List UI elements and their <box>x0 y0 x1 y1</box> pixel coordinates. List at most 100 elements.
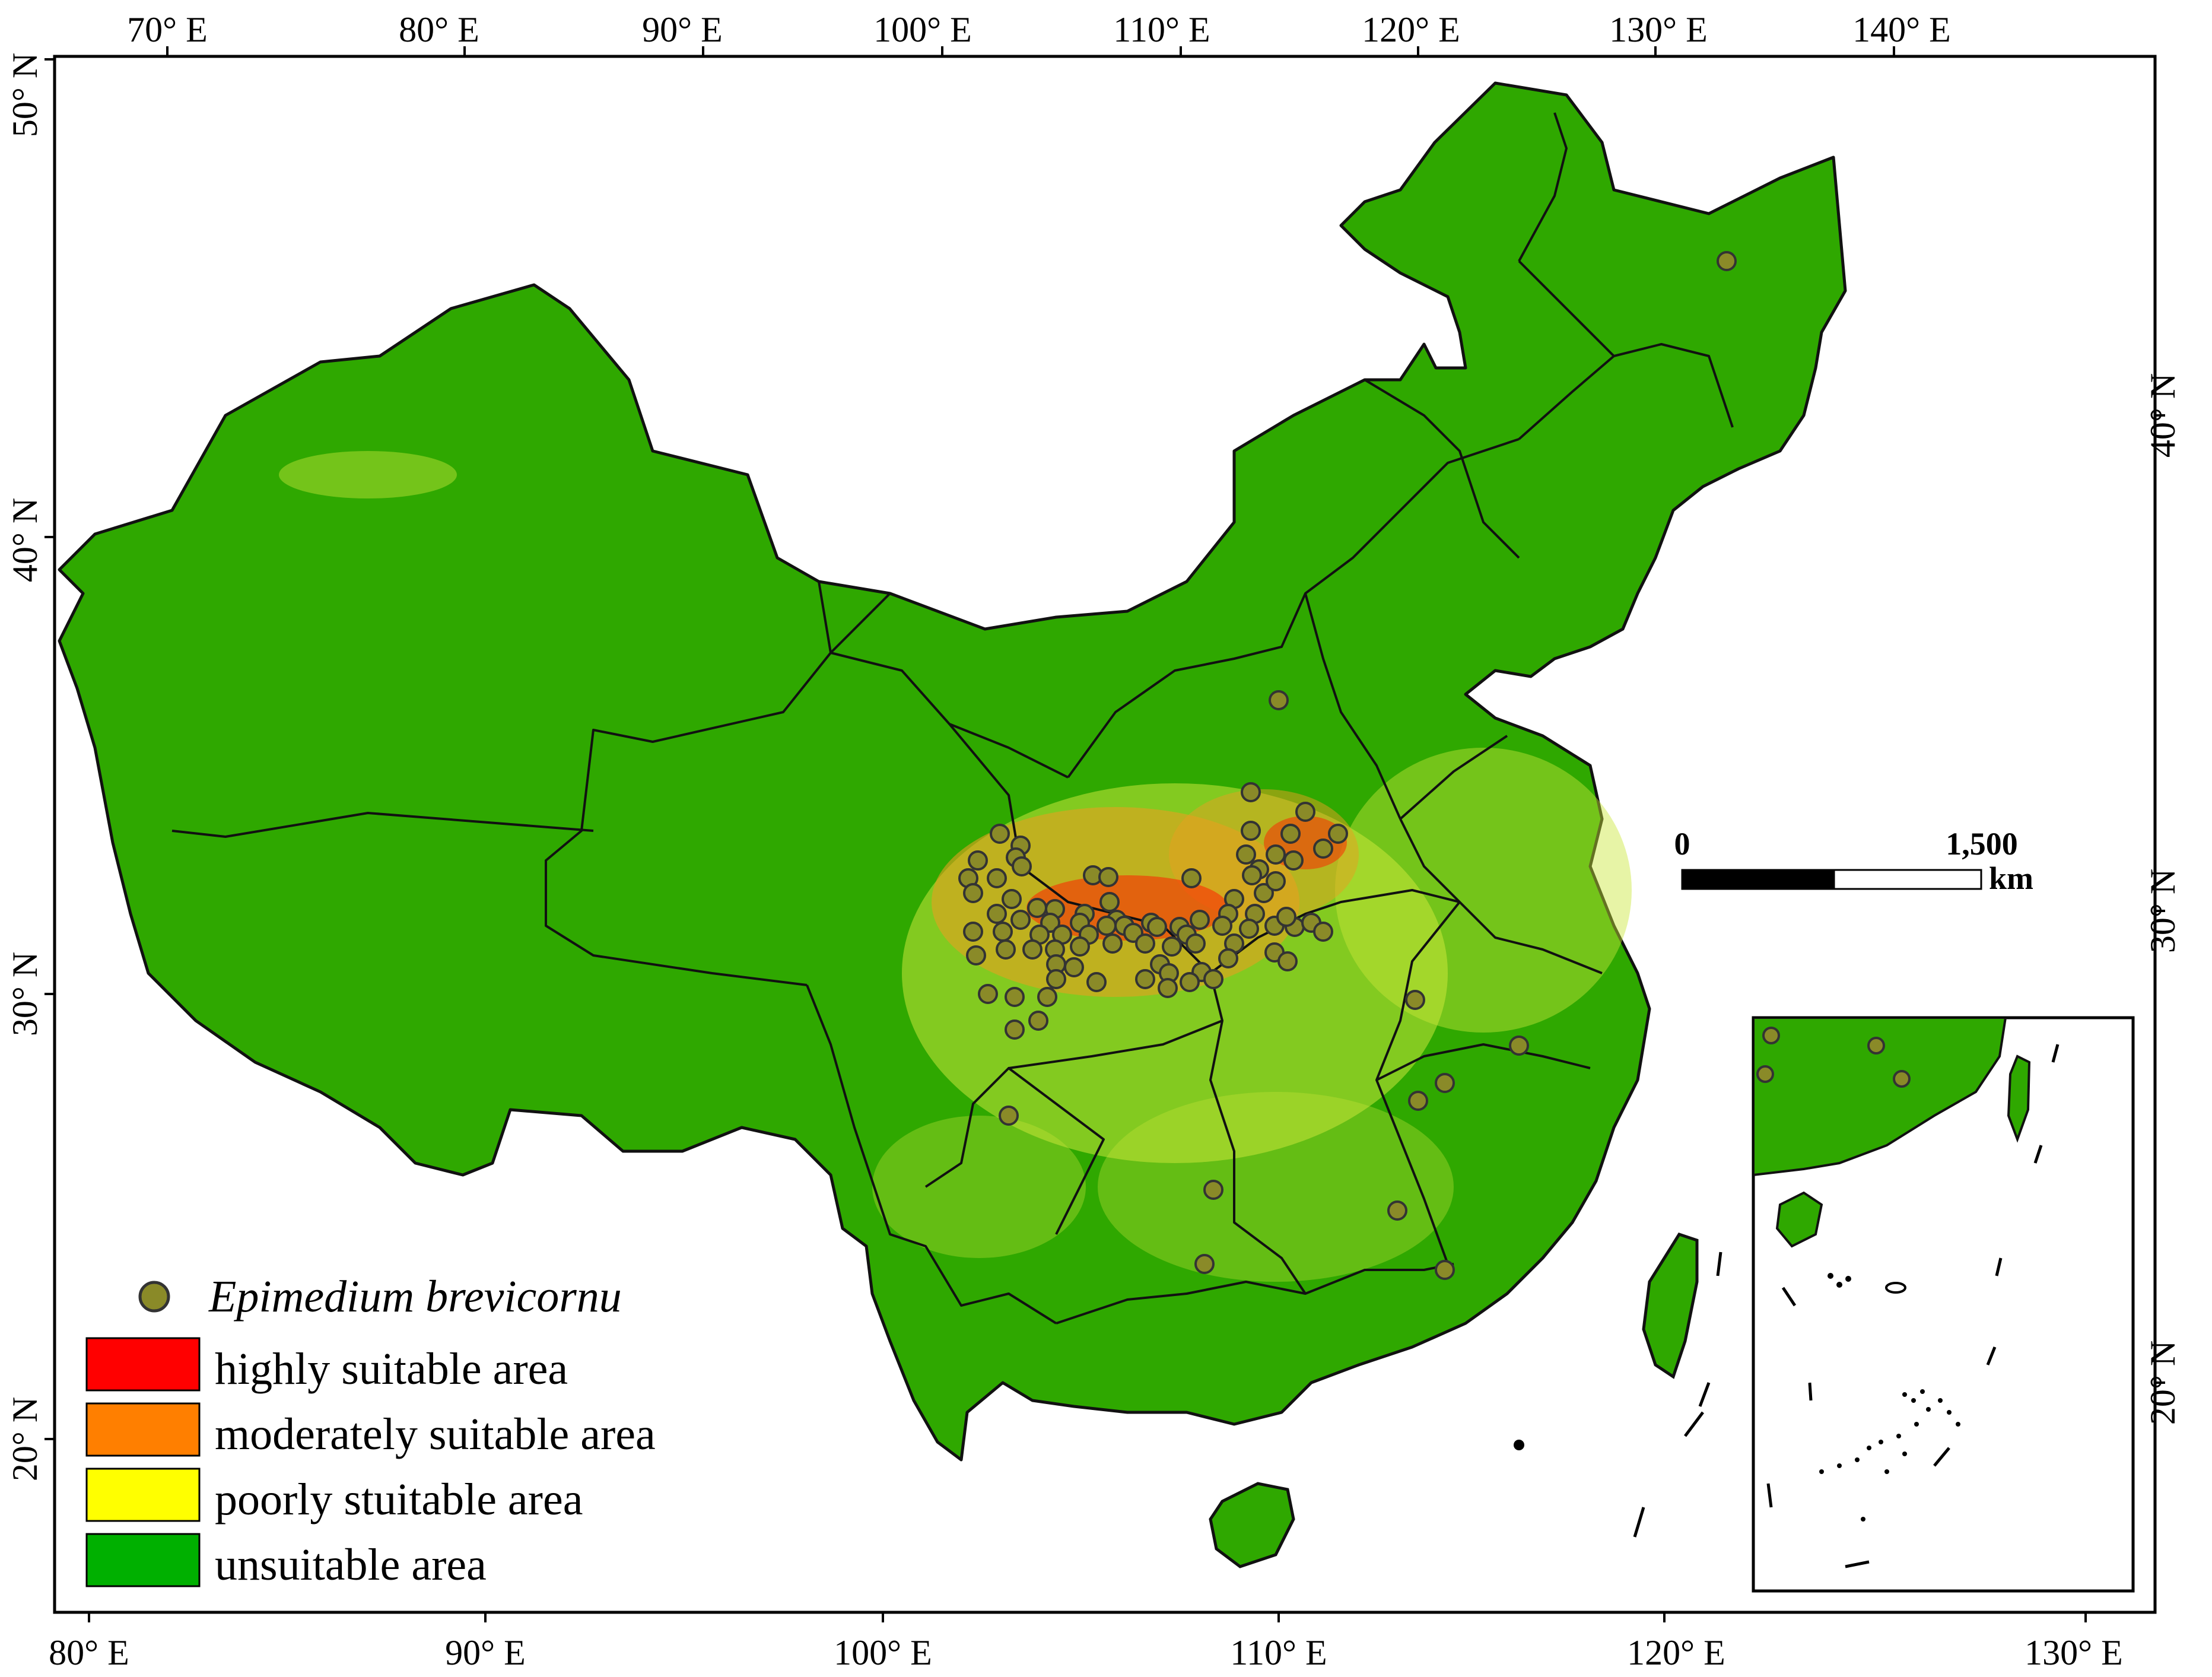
occurrence-point <box>1313 838 1333 859</box>
inset-hainan <box>1775 1191 1823 1248</box>
scale-bar-white-segment <box>1833 869 1982 890</box>
inset-occurrence-point <box>1756 1065 1774 1083</box>
legend-swatch-poorly <box>85 1468 201 1522</box>
occurrence-point <box>1135 933 1155 954</box>
scale-end-label: 1,500 <box>1946 826 2018 862</box>
lon-label: 90° E <box>642 10 723 49</box>
poorly-suitable-zone <box>1335 748 1632 1033</box>
lat-label: 50° N <box>5 53 45 137</box>
top-lon-labels: 70° E 80° E 90° E 100° E 110° E 120° E 1… <box>127 10 1951 49</box>
legend-label-unsuitable: unsuitable area <box>215 1540 487 1590</box>
occurrence-point <box>966 945 986 965</box>
lon-label: 110° E <box>1230 1633 1327 1672</box>
occurrence-point <box>1241 782 1261 802</box>
occurrence-point <box>1162 936 1182 957</box>
scale-bar-black-segment <box>1681 869 1835 890</box>
legend-label-poorly: poorly stuitable area <box>215 1475 583 1524</box>
occurrence-point <box>1098 867 1118 887</box>
occurrence-point <box>1064 957 1084 977</box>
inset-dashed-boundary <box>1766 1044 2060 1568</box>
bottom-graticule-ticks <box>88 1612 2087 1622</box>
lat-label: 30° N <box>2143 869 2182 953</box>
lon-label: 120° E <box>1362 10 1460 49</box>
legend-swatch-moderately <box>85 1402 201 1457</box>
lon-label: 70° E <box>127 10 208 49</box>
inset-taiwan <box>2007 1055 2031 1143</box>
lat-label: 20° N <box>2143 1341 2182 1425</box>
occurrence-points <box>958 251 1737 1280</box>
occurrence-point <box>1269 690 1289 710</box>
province-boundaries <box>171 112 1734 1325</box>
lon-label: 130° E <box>2025 1633 2123 1672</box>
occurrence-point <box>1147 917 1167 937</box>
poorly-suitable-zone <box>279 451 457 498</box>
occurrence-point <box>963 883 983 903</box>
lon-label: 130° E <box>1609 10 1708 49</box>
legend-swatch-unsuitable <box>85 1533 201 1587</box>
occurrence-point <box>1027 898 1047 918</box>
inset-occurrence-point <box>1762 1027 1780 1044</box>
occurrence-point <box>1010 910 1031 930</box>
occurrence-point <box>1218 948 1238 968</box>
inset-occurrence-point <box>1867 1037 1885 1055</box>
occurrence-point <box>1266 844 1286 865</box>
occurrence-point <box>996 939 1016 960</box>
side-graticule-ticks <box>45 58 2165 1440</box>
occurrence-point <box>1254 883 1274 903</box>
occurrence-point <box>1005 987 1025 1007</box>
lat-label: 30° N <box>5 952 45 1036</box>
occurrence-point <box>1212 916 1232 936</box>
occurrence-point <box>1194 1254 1215 1274</box>
occurrence-point <box>990 824 1010 844</box>
occurrence-point <box>1276 907 1296 927</box>
occurrence-point <box>1277 951 1298 971</box>
occurrence-point <box>1190 910 1210 930</box>
occurrence-point <box>1203 1180 1223 1200</box>
lon-label: 90° E <box>445 1633 526 1672</box>
inset-island-dots <box>1819 1273 1960 1522</box>
occurrence-point <box>1203 969 1223 989</box>
occurrence-point <box>1037 987 1057 1007</box>
lon-label: 140° E <box>1852 10 1951 49</box>
hainan-island <box>1209 1482 1295 1568</box>
occurrence-point <box>1086 972 1107 992</box>
lat-label: 40° N <box>2143 373 2182 458</box>
occurrence-point <box>978 984 998 1004</box>
occurrence-point <box>1135 969 1155 989</box>
occurrence-point <box>1046 969 1066 989</box>
occurrence-point <box>1717 251 1737 271</box>
lon-label: 100° E <box>873 10 972 49</box>
china-mainland <box>58 81 1847 1462</box>
occurrence-point <box>1242 865 1262 885</box>
occurrence-point <box>1186 933 1206 954</box>
occurrence-point <box>993 922 1013 942</box>
legend-swatch-highly <box>85 1337 201 1392</box>
lon-label: 100° E <box>834 1633 932 1672</box>
legend: Epimedium brevicornu highly suitable are… <box>85 1272 656 1590</box>
lat-label: 20° N <box>5 1397 45 1481</box>
occurrence-point <box>1295 802 1315 822</box>
lon-label: 120° E <box>1627 1633 1725 1672</box>
occurrence-point <box>1005 1019 1025 1040</box>
occurrence-point <box>1387 1200 1407 1221</box>
scale-start-label: 0 <box>1674 826 1690 862</box>
occurrence-point <box>1328 824 1348 844</box>
occurrence-point <box>999 1106 1019 1126</box>
occurrence-point <box>1280 824 1301 844</box>
occurrence-point <box>1313 922 1333 942</box>
occurrence-point <box>1158 978 1178 998</box>
occurrence-point <box>987 904 1007 924</box>
lon-label: 110° E <box>1113 10 1210 49</box>
legend-label-moderately: moderately suitable area <box>215 1409 656 1459</box>
occurrence-point <box>1070 936 1090 957</box>
occurrence-point <box>963 922 983 942</box>
occurrence-point <box>1012 856 1032 876</box>
occurrence-point <box>1102 933 1123 954</box>
occurrence-point <box>968 850 988 871</box>
legend-label-highly: highly suitable area <box>215 1344 568 1394</box>
inset-mainland <box>1753 1018 2007 1177</box>
scale-unit-label: km <box>1989 860 2033 896</box>
lon-label: 80° E <box>49 1633 129 1672</box>
inset-map <box>1752 1016 2135 1593</box>
occurrence-point <box>1408 1091 1428 1111</box>
